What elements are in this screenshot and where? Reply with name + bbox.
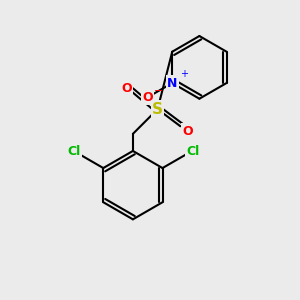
Text: −: − xyxy=(154,85,164,96)
Text: O: O xyxy=(121,82,132,95)
Text: Cl: Cl xyxy=(186,146,199,158)
Text: N: N xyxy=(167,76,177,89)
Text: S: S xyxy=(152,102,163,117)
Text: +: + xyxy=(180,68,188,79)
Text: O: O xyxy=(183,124,193,137)
Text: O: O xyxy=(142,91,153,104)
Text: Cl: Cl xyxy=(68,146,81,158)
